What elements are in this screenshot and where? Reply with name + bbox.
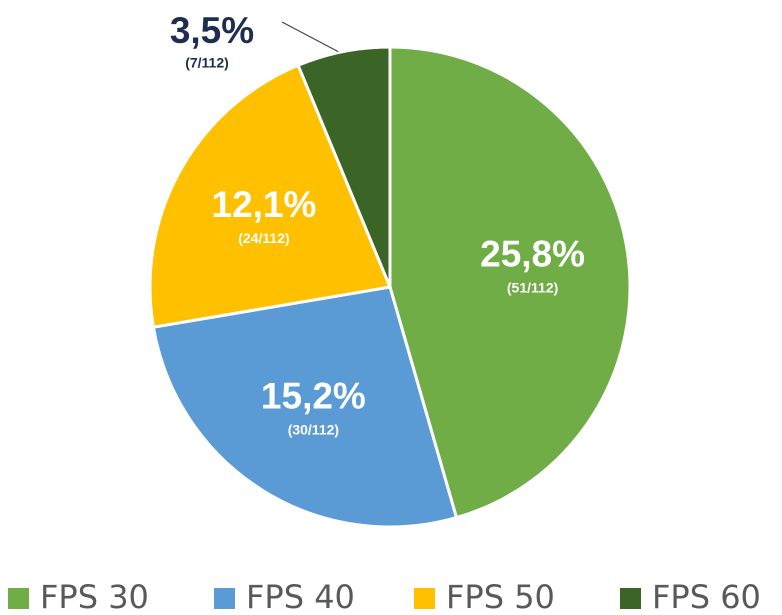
pie-slice (296, 45, 392, 288)
percent-label: 12,1% (212, 184, 317, 225)
pie-slice (388, 45, 632, 520)
value-label: (24/112) (238, 230, 289, 246)
pie-slice (151, 285, 459, 529)
legend-label: FPS 40 (246, 578, 355, 615)
legend-swatch (414, 588, 435, 609)
pie-slice (148, 63, 393, 329)
percent-label: 3,5% (170, 10, 254, 51)
legend-swatch (8, 588, 29, 609)
legend-label: FPS 60 (652, 578, 761, 615)
value-label: (51/112) (507, 280, 558, 296)
value-label: (7/112) (185, 55, 229, 71)
leader-line (281, 21, 339, 53)
legend-label: FPS 50 (446, 578, 555, 615)
percent-label: 25,8% (480, 234, 585, 275)
legend-swatch (214, 588, 235, 609)
percent-label: 15,2% (261, 376, 366, 417)
value-label: (30/112) (288, 422, 339, 438)
legend-swatch (620, 588, 641, 609)
legend-label: FPS 30 (40, 578, 149, 615)
